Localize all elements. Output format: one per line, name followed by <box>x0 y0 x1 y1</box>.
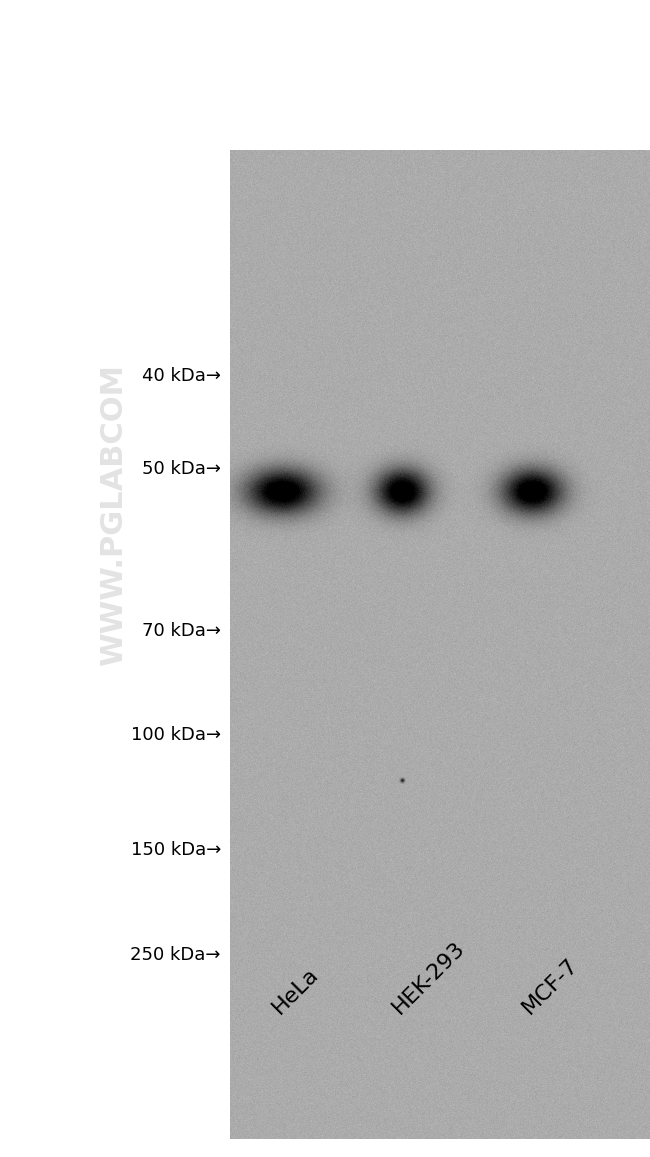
Text: 40 kDa→: 40 kDa→ <box>142 367 221 385</box>
Text: 70 kDa→: 70 kDa→ <box>142 621 221 640</box>
Text: 250 kDa→: 250 kDa→ <box>131 945 221 964</box>
Text: WWW.PGLABCOM: WWW.PGLABCOM <box>99 363 128 666</box>
Text: 150 kDa→: 150 kDa→ <box>131 841 221 860</box>
Text: HeLa: HeLa <box>268 964 322 1018</box>
Text: HEK-293: HEK-293 <box>389 938 469 1018</box>
Text: 100 kDa→: 100 kDa→ <box>131 725 221 744</box>
Text: 50 kDa→: 50 kDa→ <box>142 459 221 478</box>
Text: MCF-7: MCF-7 <box>519 955 582 1018</box>
